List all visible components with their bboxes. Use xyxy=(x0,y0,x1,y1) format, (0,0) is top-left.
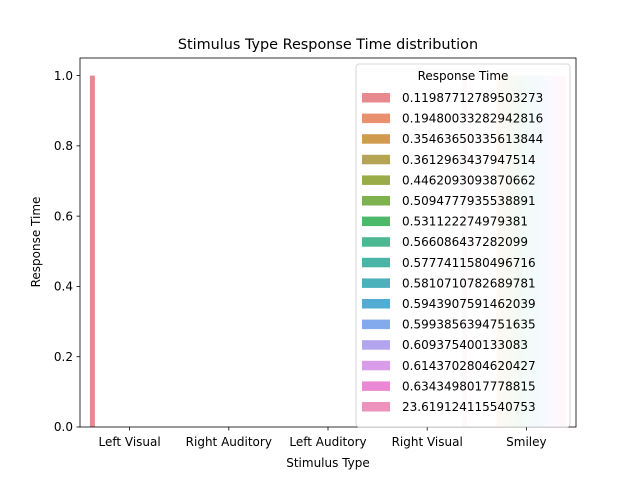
legend-swatch xyxy=(362,340,390,350)
y-tick-label: 0.6 xyxy=(54,209,73,223)
x-tick-label: Smiley xyxy=(506,435,546,449)
legend-swatch xyxy=(362,360,390,371)
legend-entry: 0.3612963437947514 xyxy=(402,153,536,167)
legend-entry: 0.35463650335613844 xyxy=(402,132,543,146)
legend-entry: 0.609375400133083 xyxy=(402,338,528,352)
legend-entry: 0.11987712789503273 xyxy=(402,91,543,105)
chart-title: Stimulus Type Response Time distribution xyxy=(178,37,478,53)
legend-swatch xyxy=(362,237,390,247)
y-tick-label: 0.2 xyxy=(54,350,73,364)
x-tick-labels: Left Visual Right Auditory Left Auditory Ri… xyxy=(98,427,547,449)
y-tick-label: 0.0 xyxy=(54,420,73,434)
legend-frame xyxy=(355,63,571,428)
legend-entry: 0.5810710782689781 xyxy=(402,276,536,290)
legend-swatch xyxy=(362,257,390,268)
legend-title: Response Time xyxy=(418,69,509,83)
x-tick-label: Left Auditory xyxy=(289,435,366,449)
legend-swatch xyxy=(362,196,390,206)
x-tick-label: Right Auditory xyxy=(186,435,272,449)
legend-swatch xyxy=(362,93,390,103)
legend-entry: 0.5993856394751635 xyxy=(402,318,536,332)
y-tick-labels: 0.0 0.2 0.4 0.6 0.8 1.0 xyxy=(54,69,80,434)
legend-swatch xyxy=(362,154,390,165)
legend-entry: 0.5943907591462039 xyxy=(402,297,536,311)
legend-entry: 0.566086437282099 xyxy=(402,235,528,249)
y-tick-label: 1.0 xyxy=(54,69,73,83)
legend-swatch xyxy=(362,175,390,185)
x-axis-label: Stimulus Type xyxy=(286,456,370,470)
legend-swatch xyxy=(362,278,390,288)
legend-entry: 0.5777411580496716 xyxy=(402,256,536,270)
legend-swatch xyxy=(362,113,390,124)
legend-swatch xyxy=(362,402,390,412)
x-tick-label: Right Visual xyxy=(392,435,463,449)
y-tick-label: 0.4 xyxy=(54,280,73,294)
x-tick-label: Left Visual xyxy=(98,435,160,449)
bar-0-0 xyxy=(89,75,95,427)
legend-swatch xyxy=(362,319,390,330)
legend-swatch xyxy=(362,299,390,309)
legend-entry: 0.6343498017778815 xyxy=(402,379,536,393)
legend-entry: 0.4462093093870662 xyxy=(402,173,536,187)
legend-swatch xyxy=(362,134,390,144)
legend-entry: 0.6143702804620427 xyxy=(402,359,536,373)
legend-entry: 23.619124115540753 xyxy=(402,400,536,414)
legend-entry: 0.531122274979381 xyxy=(402,215,528,229)
y-axis-label: Response Time xyxy=(29,197,43,288)
legend-entry: 0.19480033282942816 xyxy=(402,112,543,126)
legend: Response Time 0.11987712789503273 0.194800… xyxy=(355,63,571,428)
legend-swatch xyxy=(362,381,390,391)
y-tick-label: 0.8 xyxy=(54,139,73,153)
legend-swatch xyxy=(362,216,390,227)
legend-entry: 0.5094777935538891 xyxy=(402,194,536,208)
